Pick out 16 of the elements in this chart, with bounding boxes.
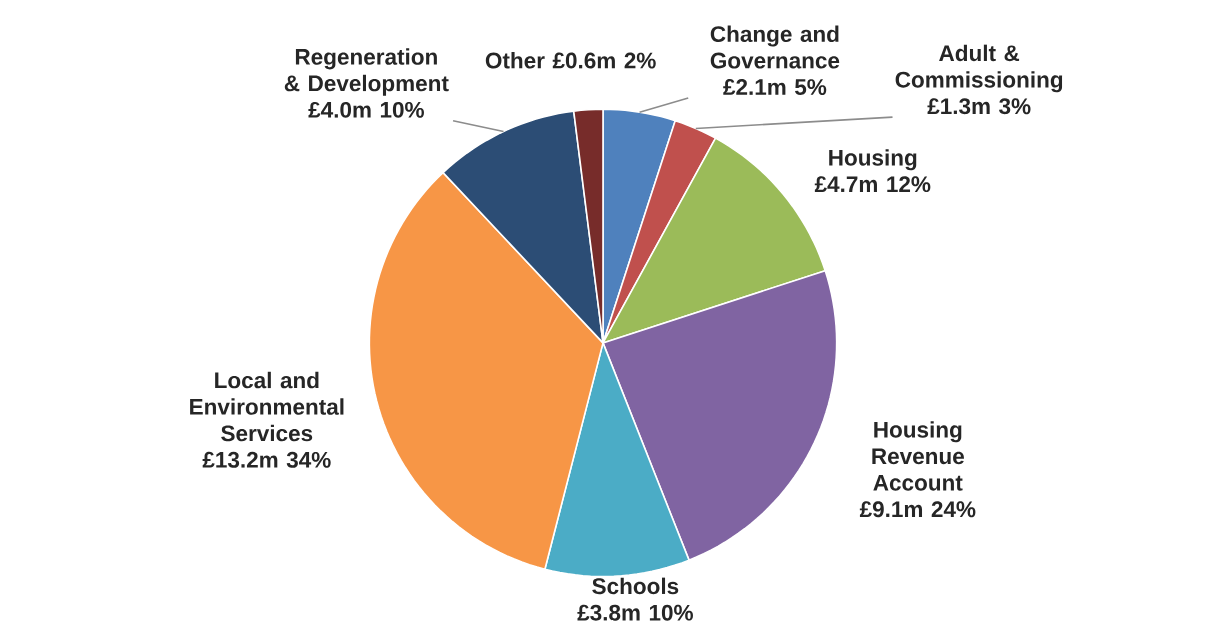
slice-label: Other [485, 52, 545, 69]
data-label: £3.8m 10% [577, 604, 693, 621]
slice-label: Change and Governance [710, 25, 840, 69]
slice-label: Regeneration & Development [284, 48, 449, 96]
data-label: £4.0m 10% [308, 102, 424, 118]
data-label: £2.1m 5% [723, 79, 827, 96]
data-label: £4.7m 12% [814, 176, 931, 193]
slice-label: Adult & Commissioning [895, 44, 1063, 93]
data-label: £0.6m 2% [552, 52, 656, 69]
data-label: £13.2m 34% [202, 452, 331, 469]
slice-label: Local and Environmental Services [190, 371, 344, 442]
slice-label: Schools [592, 577, 679, 595]
slice-label: Housing [829, 149, 917, 171]
data-label: £1.3m 3% [927, 98, 1031, 115]
data-label: £9.1m 24% [859, 501, 976, 518]
slice-label: Housing Revenue Account [872, 421, 964, 491]
